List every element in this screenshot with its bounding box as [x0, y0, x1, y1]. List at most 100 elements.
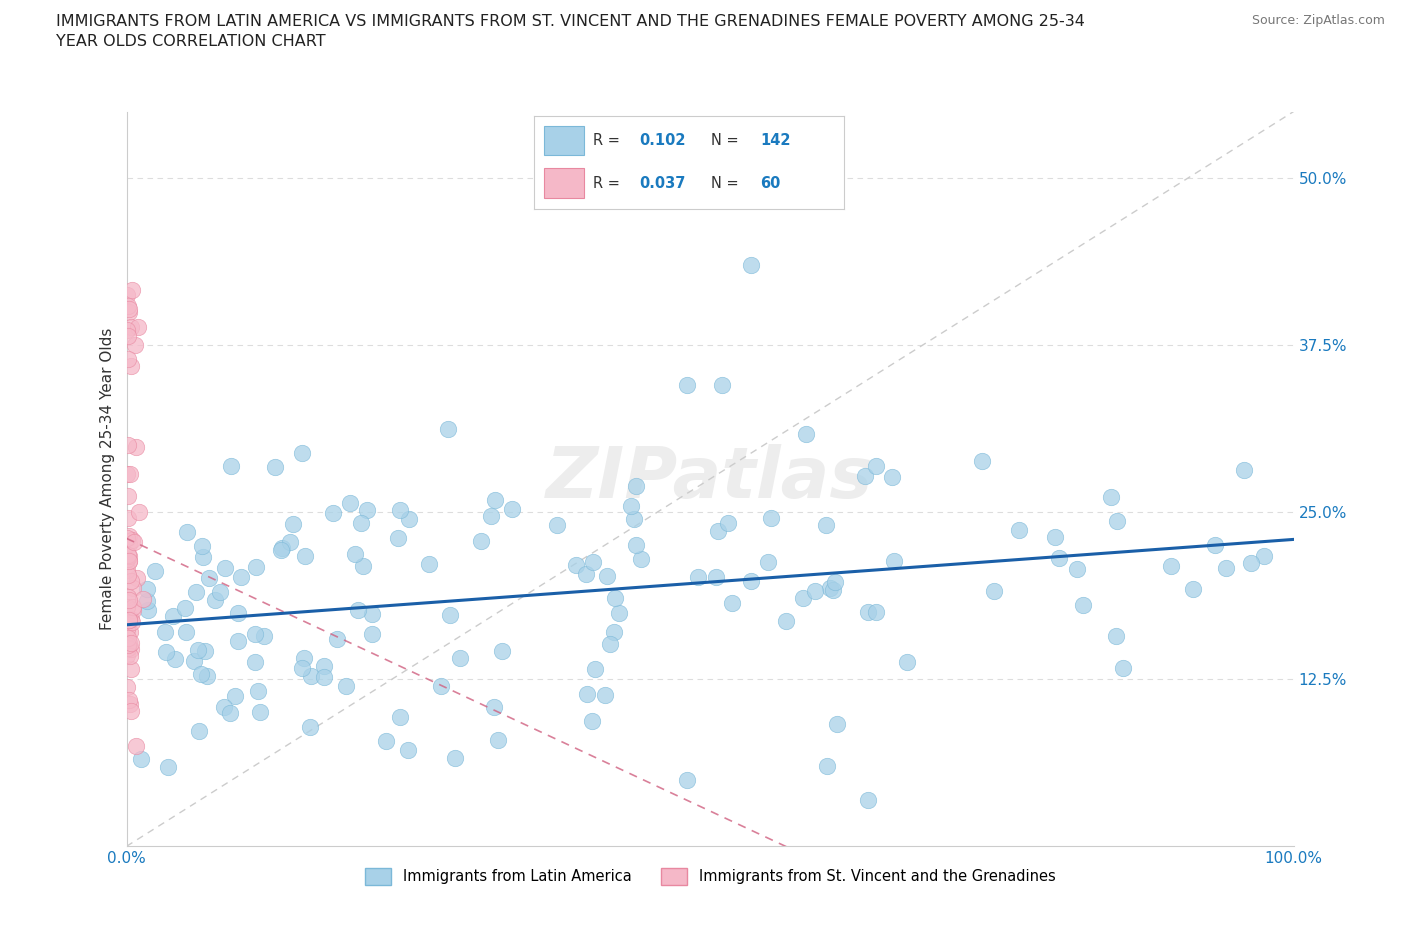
Point [271, 540, 294, 555]
Point [118, 549, 141, 564]
Point [1204, 538, 1226, 552]
Point [583, 661, 606, 676]
Point [630, 551, 652, 566]
Point [120, 697, 142, 711]
Point [344, 547, 367, 562]
Point [117, 328, 139, 343]
Point [1008, 523, 1031, 538]
Point [174, 624, 197, 639]
Text: R =: R = [593, 176, 624, 191]
Point [165, 652, 187, 667]
Text: 142: 142 [761, 133, 790, 148]
Point [118, 693, 141, 708]
Point [143, 564, 166, 578]
Point [347, 603, 370, 618]
Point [565, 557, 588, 572]
Point [865, 604, 887, 619]
Point [253, 629, 276, 644]
Point [118, 528, 141, 543]
Point [1253, 549, 1275, 564]
Point [339, 496, 361, 511]
Point [121, 603, 143, 618]
Point [120, 624, 142, 639]
Point [439, 607, 461, 622]
Point [775, 613, 797, 628]
Point [191, 538, 214, 553]
Point [188, 724, 211, 739]
Point [595, 687, 617, 702]
Point [429, 678, 451, 693]
Point [291, 446, 314, 461]
Point [602, 625, 624, 640]
Point [792, 591, 814, 605]
Point [124, 534, 146, 549]
Point [190, 667, 212, 682]
Point [740, 258, 762, 272]
Point [120, 703, 142, 718]
Text: N =: N = [710, 176, 742, 191]
Point [388, 710, 411, 724]
Point [449, 651, 471, 666]
Point [896, 655, 918, 670]
Point [620, 498, 643, 513]
Point [120, 642, 142, 657]
Point [605, 591, 627, 605]
Point [484, 699, 506, 714]
Point [710, 378, 733, 392]
Point [117, 352, 139, 366]
Point [120, 635, 142, 650]
Point [125, 440, 148, 455]
Point [821, 582, 844, 597]
Point [117, 489, 139, 504]
Point [501, 501, 523, 516]
Point [360, 627, 382, 642]
Point [118, 304, 141, 319]
Point [135, 581, 157, 596]
Point [1105, 629, 1128, 644]
Point [117, 551, 139, 566]
Text: YEAR OLDS CORRELATION CHART: YEAR OLDS CORRELATION CHART [56, 34, 326, 49]
Point [195, 669, 218, 684]
Point [249, 705, 271, 720]
Text: 0.102: 0.102 [640, 133, 686, 148]
Point [387, 531, 409, 546]
Point [186, 584, 208, 599]
Point [582, 554, 605, 569]
Point [704, 569, 727, 584]
Point [349, 515, 371, 530]
Point [121, 282, 143, 297]
Point [825, 717, 848, 732]
Point [599, 637, 621, 652]
Point [624, 478, 647, 493]
Point [356, 502, 378, 517]
Point [299, 669, 322, 684]
Point [214, 560, 236, 575]
Point [228, 633, 250, 648]
Point [117, 512, 139, 526]
Point [246, 684, 269, 698]
Point [115, 648, 138, 663]
Point [717, 516, 740, 531]
Point [352, 559, 374, 574]
Point [398, 512, 420, 526]
Point [361, 606, 384, 621]
Point [298, 719, 321, 734]
Point [231, 569, 253, 584]
Point [118, 553, 141, 568]
Text: ZIPatlas: ZIPatlas [547, 445, 873, 513]
Point [117, 567, 139, 582]
Point [183, 653, 205, 668]
Point [740, 573, 762, 588]
Point [824, 575, 846, 590]
Point [623, 512, 645, 526]
Point [856, 604, 879, 619]
Point [486, 733, 509, 748]
Point [312, 670, 335, 684]
Point [326, 631, 349, 646]
Bar [544, 126, 583, 155]
Text: R =: R = [593, 133, 624, 148]
Point [115, 600, 138, 615]
Point [675, 378, 697, 392]
Point [224, 689, 246, 704]
Point [245, 560, 267, 575]
